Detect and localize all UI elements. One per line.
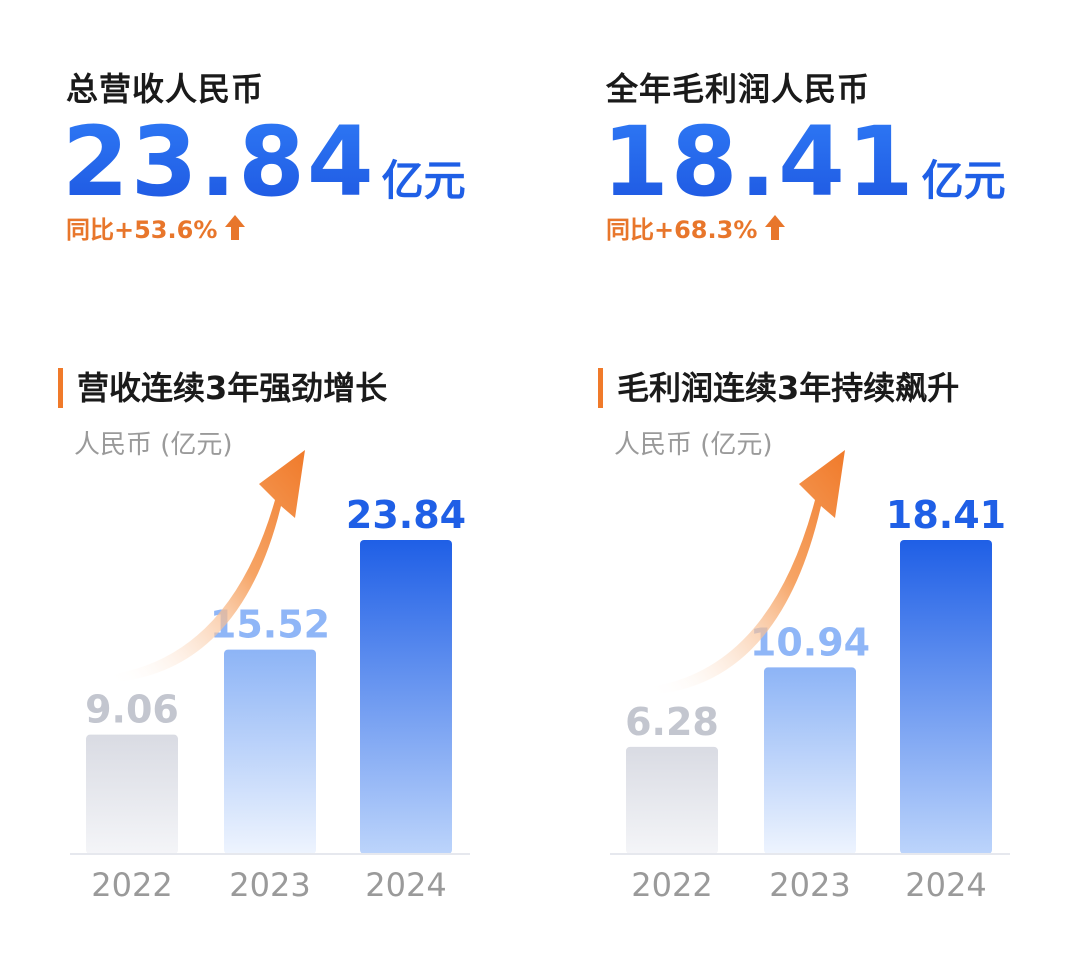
revenue-kpi: 23.84 亿元 [62,106,466,218]
profit-kpi: 18.41 亿元 [602,106,1006,218]
tick-label-2023: 2023 [769,866,850,904]
profit-kpi-label: 全年毛利润人民币 [606,70,871,108]
profit-unit-label: 人民币 (亿元) [614,430,773,460]
tick-label-2022: 2022 [631,866,712,904]
up-arrow-icon [765,214,786,241]
revenue-yoy-text: 同比+53.6% [66,216,218,244]
revenue-kpi-label: 总营收人民币 [66,70,265,108]
revenue-yoy: 同比+53.6% [66,210,246,245]
bar-2023 [224,649,316,854]
gross-profit-panel: 全年毛利润人民币 18.41 亿元 同比+68.3% 毛利润连续3年持续飙升 人民… [540,0,1080,963]
profit-kpi-value: 18.41 [602,106,916,218]
tick-label-2024: 2024 [365,866,446,904]
revenue-section-title: 营收连续3年强劲增长 [58,368,387,408]
profit-kpi-unit: 亿元 [921,156,1006,205]
bar-2023 [764,667,856,854]
trend-arrow-icon [110,450,305,683]
up-arrow-icon [225,214,246,241]
bar-2024 [360,540,452,854]
value-label-2022: 9.06 [85,688,179,732]
tick-label-2022: 2022 [91,866,172,904]
profit-yoy-text: 同比+68.3% [606,216,758,244]
trend-arrow-icon [650,450,845,695]
profit-section-title: 毛利润连续3年持续飙升 [598,368,959,408]
revenue-kpi-value: 23.84 [62,106,376,218]
tick-label-2024: 2024 [905,866,986,904]
value-label-2022: 6.28 [625,700,719,744]
value-label-2024: 23.84 [346,493,466,537]
bar-2024 [900,540,992,854]
revenue-unit-label: 人民币 (亿元) [74,430,233,460]
revenue-panel: 总营收人民币 23.84 亿元 同比+53.6% 营收连续3年强劲增长 人民币 (… [58,70,470,904]
bar-2022 [86,734,178,854]
revenue-kpi-unit: 亿元 [381,156,466,205]
tick-label-2023: 2023 [229,866,310,904]
profit-yoy: 同比+68.3% [606,210,786,245]
bar-2022 [626,746,718,854]
value-label-2024: 18.41 [886,493,1006,537]
